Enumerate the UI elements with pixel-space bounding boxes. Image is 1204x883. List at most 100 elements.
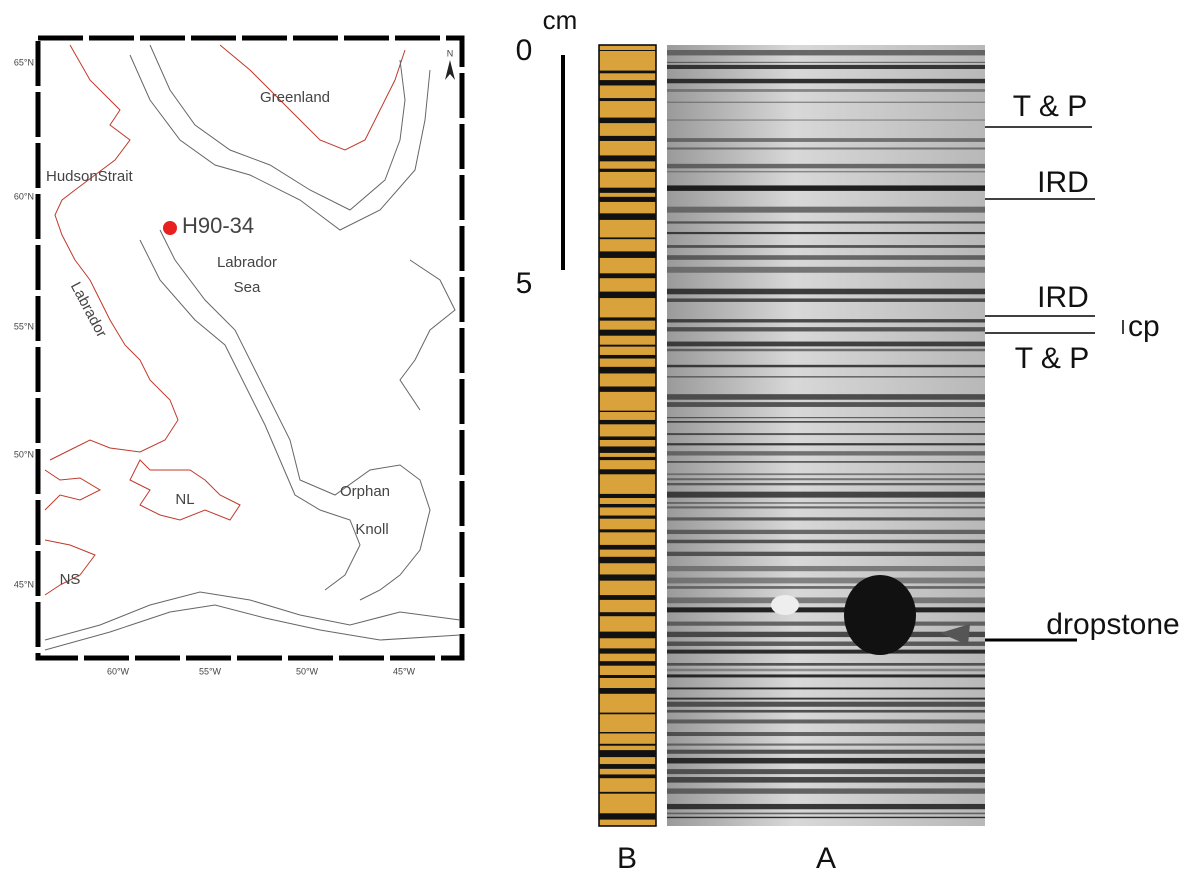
lat-label: 55°N	[14, 321, 34, 331]
core-photo	[667, 45, 985, 826]
stripe	[599, 661, 656, 666]
stripe	[667, 586, 985, 589]
stripe	[667, 565, 985, 572]
stripe	[667, 101, 985, 103]
place-label: Sea	[234, 279, 261, 296]
stripe	[667, 743, 985, 746]
stripe	[599, 791, 656, 794]
stripe	[667, 816, 985, 819]
lon-label: 50°W	[296, 666, 319, 676]
stripe	[599, 329, 656, 336]
stripe	[599, 168, 656, 172]
stripe	[599, 386, 656, 392]
stripe	[599, 631, 656, 639]
place-label: NL	[175, 491, 194, 508]
stripe	[667, 641, 985, 646]
north-label: N	[447, 48, 454, 58]
stripe	[667, 482, 985, 486]
stripe	[667, 529, 985, 535]
stripe	[667, 719, 985, 724]
stripe	[599, 612, 656, 617]
core-photo-bg	[667, 45, 985, 826]
stripe	[599, 135, 656, 141]
stripe	[667, 551, 985, 557]
stripe	[667, 732, 985, 737]
stripe	[599, 273, 656, 279]
stripe	[667, 539, 985, 544]
place-label: Orphan	[340, 483, 390, 500]
stripe	[599, 574, 656, 581]
arrow	[940, 624, 970, 645]
stripe	[599, 774, 656, 779]
stripe	[667, 788, 985, 794]
stripe	[667, 78, 985, 84]
site-marker	[163, 221, 177, 235]
stripe	[667, 319, 985, 323]
stripe	[667, 421, 985, 423]
annotation: T & P	[1015, 342, 1089, 375]
north-arrow	[445, 60, 455, 80]
stripe	[599, 446, 656, 453]
stripe	[599, 743, 656, 746]
stripe	[667, 255, 985, 260]
stripe	[667, 147, 985, 150]
annotation: IRD	[1037, 281, 1089, 314]
stripe	[667, 473, 985, 476]
stripe	[667, 502, 985, 504]
stripe	[599, 117, 656, 124]
stripe	[667, 417, 985, 419]
place-label: Knoll	[355, 521, 388, 538]
column-label: B	[617, 842, 637, 875]
stripe	[599, 410, 656, 413]
stripe	[667, 701, 985, 707]
stripe	[667, 376, 985, 378]
stripe	[599, 50, 656, 52]
stripe	[599, 436, 656, 440]
stripe	[667, 245, 985, 248]
stripe	[667, 687, 985, 690]
stripe	[667, 221, 985, 224]
stripe	[667, 443, 985, 446]
stripe	[667, 506, 985, 509]
unit-label: cm	[543, 5, 578, 35]
stripe	[667, 364, 985, 368]
stripe	[667, 185, 985, 191]
stripe	[599, 712, 656, 715]
stripe	[599, 469, 656, 475]
place-label: Labrador	[217, 254, 277, 271]
lat-label: 60°N	[14, 191, 34, 201]
stripe	[667, 607, 985, 613]
stripe	[667, 433, 985, 436]
stripe	[667, 327, 985, 332]
stripe	[599, 213, 656, 220]
stripe	[667, 674, 985, 678]
stripe	[599, 80, 656, 86]
stripe	[667, 402, 985, 407]
stripe	[599, 317, 656, 321]
stripe	[667, 89, 985, 92]
stripe	[667, 163, 985, 169]
stripe	[667, 649, 985, 654]
stripe	[599, 556, 656, 564]
stripe	[667, 138, 985, 142]
column-b	[598, 44, 657, 827]
annotation: IRD	[1037, 166, 1089, 199]
stripe	[599, 544, 656, 550]
stripe	[599, 155, 656, 162]
stripe	[667, 749, 985, 754]
lat-label: 45°N	[14, 579, 34, 589]
stripe	[667, 621, 985, 626]
annotation: dropstone	[1046, 608, 1179, 641]
stripe	[667, 288, 985, 295]
stripe	[667, 517, 985, 521]
stripe	[599, 354, 656, 359]
stripe	[667, 668, 985, 672]
stripe	[667, 341, 985, 347]
stripe	[667, 170, 985, 173]
site-label: H90-34	[182, 213, 254, 238]
lat-label: 50°N	[14, 449, 34, 459]
clast	[771, 595, 799, 615]
stripe	[667, 769, 985, 775]
stripe	[667, 461, 985, 463]
map: N 65°N 60°N 55°N 50°N 45°N 60°W 55°W 50°…	[14, 35, 465, 676]
